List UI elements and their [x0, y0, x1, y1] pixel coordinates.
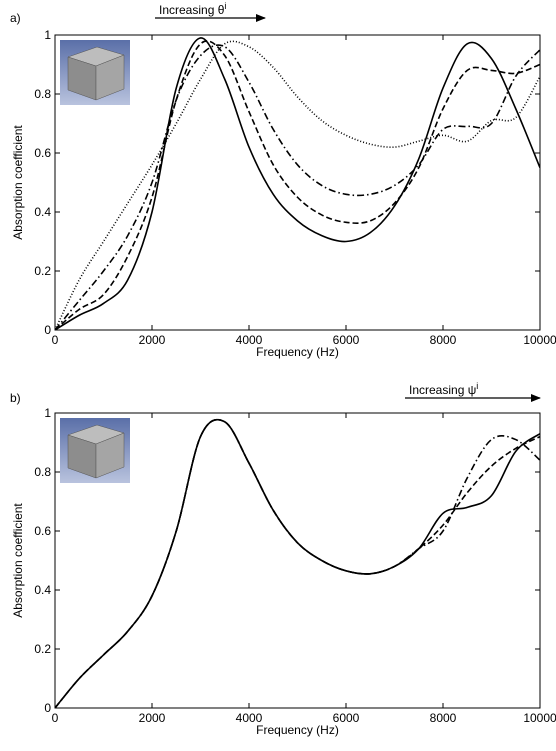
- data-line: [55, 40, 540, 331]
- plot-frame: [54, 34, 541, 331]
- x-tick-label: 6000: [333, 711, 360, 725]
- x-axis-label: Frequency (Hz): [256, 723, 339, 737]
- data-line: [55, 44, 540, 331]
- y-tick-label: 0.4: [34, 205, 51, 219]
- y-axis-label: Absorption coefficient: [11, 503, 25, 618]
- x-tick-label: 4000: [236, 711, 263, 725]
- plot-frame: [54, 412, 541, 709]
- annotation-superscript: i: [476, 381, 478, 391]
- x-tick-label: 0: [52, 333, 59, 347]
- y-tick-label: 0.6: [34, 524, 51, 538]
- panel: 0 2000 4000 6000 8000 10000 0 0.2 0.4 0.6 0.8 1 Freq…: [10, 381, 556, 737]
- x-tick-label: 8000: [430, 333, 457, 347]
- y-tick-label: 0.2: [34, 642, 51, 656]
- y-tick-label: 0.8: [34, 465, 51, 479]
- y-tick-label: 0.8: [34, 87, 51, 101]
- y-tick-label: 0: [44, 701, 51, 715]
- panel: 0 2000 4000 6000 8000 10000 0 0.2 0.4 0.6 0.8 1 Freq…: [10, 1, 556, 359]
- y-tick-label: 1: [44, 28, 51, 42]
- x-tick-label: 0: [52, 711, 59, 725]
- y-tick-label: 0.2: [34, 264, 51, 278]
- x-tick-label: 4000: [236, 333, 263, 347]
- x-axis-label: Frequency (Hz): [256, 345, 339, 359]
- y-tick-label: 0.4: [34, 583, 51, 597]
- x-tick-label: 10000: [523, 711, 556, 725]
- x-tick-label: 2000: [139, 333, 166, 347]
- panel-label: a): [10, 11, 21, 25]
- x-tick-label: 8000: [430, 711, 457, 725]
- data-line: [55, 418, 540, 709]
- x-tick-label: 2000: [139, 711, 166, 725]
- annotation: Increasing θi: [159, 1, 226, 17]
- data-line: [55, 37, 540, 331]
- annotation-superscript: i: [224, 1, 226, 11]
- data-line: [55, 40, 540, 331]
- panel-label: b): [10, 391, 21, 405]
- annotation-text: Increasing θ: [159, 3, 225, 17]
- inset-a: [60, 40, 130, 105]
- y-tick-label: 1: [44, 406, 51, 420]
- annotation: Increasing ψi: [409, 381, 478, 397]
- y-tick-label: 0: [44, 323, 51, 337]
- annotation-text: Increasing ψ: [409, 383, 476, 397]
- y-tick-label: 0.6: [34, 146, 51, 160]
- inset-b: [60, 418, 130, 483]
- x-tick-label: 6000: [333, 333, 360, 347]
- y-axis-label: Absorption coefficient: [11, 125, 25, 240]
- x-tick-label: 10000: [523, 333, 556, 347]
